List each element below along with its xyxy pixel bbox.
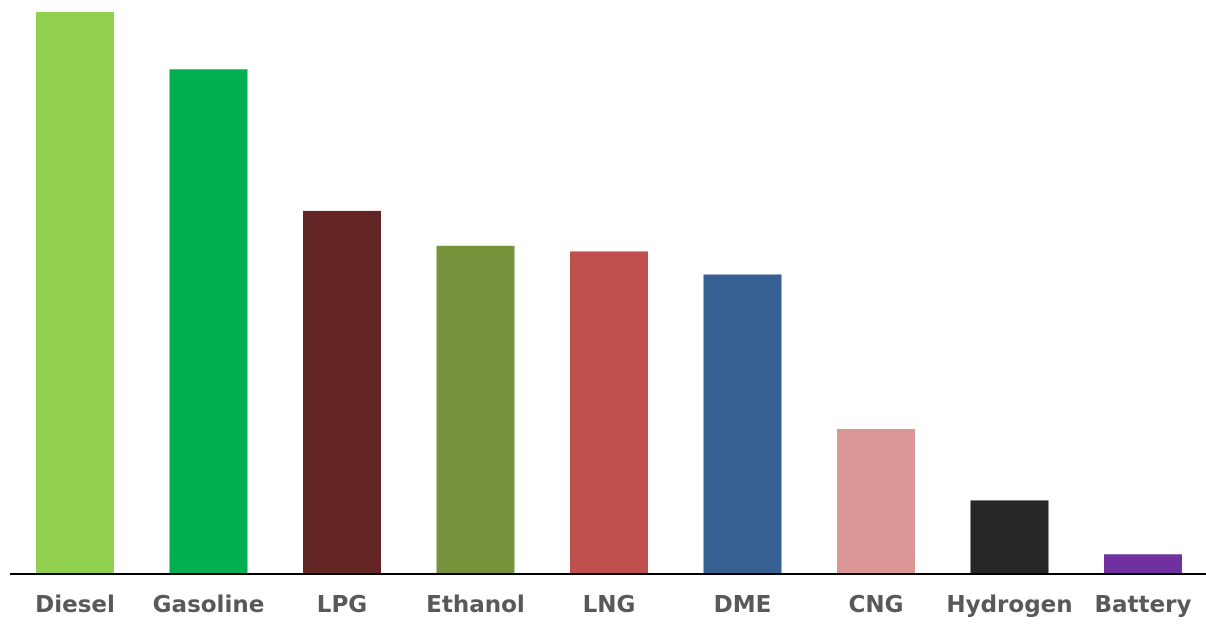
- bars-group: [36, 12, 1182, 575]
- x-tick-label-battery: Battery: [1095, 592, 1192, 618]
- bar-battery: [1104, 554, 1182, 574]
- x-tick-label-ethanol: Ethanol: [426, 592, 525, 618]
- bar-lng: [570, 251, 648, 574]
- x-tick-label-gasoline: Gasoline: [153, 592, 265, 618]
- x-tick-label-lng: LNG: [583, 592, 636, 618]
- bar-ethanol: [436, 245, 515, 575]
- x-tick-label-cng: CNG: [848, 592, 903, 618]
- bar-gasoline: [169, 69, 248, 575]
- bar-dme: [703, 274, 782, 574]
- x-tick-label-hydrogen: Hydrogen: [946, 592, 1072, 618]
- bar-hydrogen: [970, 500, 1049, 574]
- x-tick-labels: Diesel Gasoline LPG Ethanol LNG DME CNG Hydroge…: [35, 592, 1191, 618]
- bar-lpg: [303, 210, 381, 574]
- bar-cng: [837, 429, 915, 574]
- x-tick-label-lpg: LPG: [317, 592, 367, 618]
- bar-diesel: [36, 12, 114, 574]
- x-tick-label-diesel: Diesel: [35, 592, 115, 618]
- x-tick-label-dme: DME: [714, 592, 772, 618]
